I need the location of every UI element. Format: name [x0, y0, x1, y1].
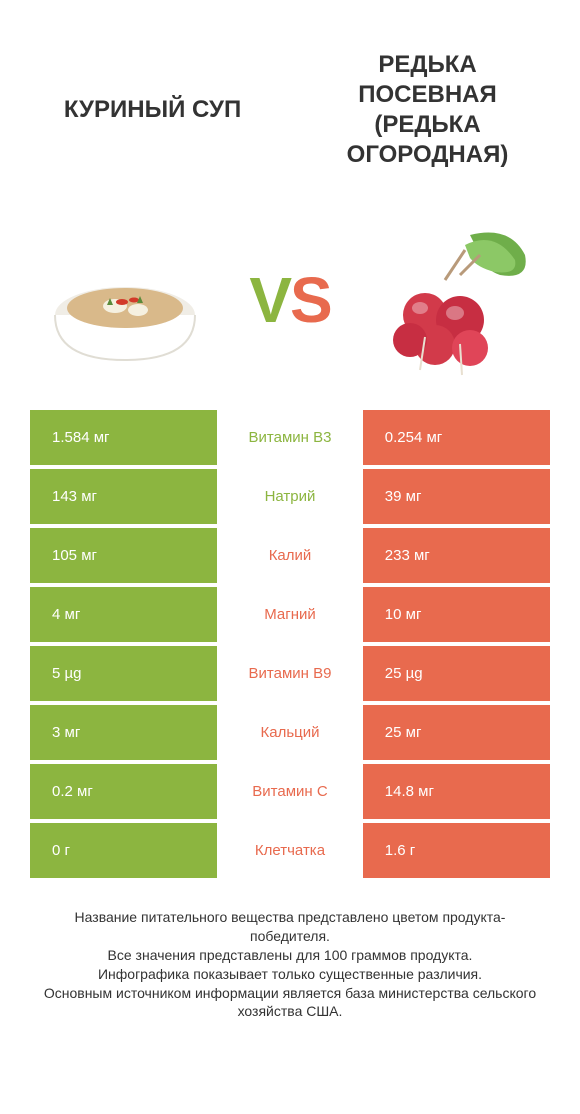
left-value: 143 мг	[30, 469, 217, 524]
right-value: 233 мг	[363, 528, 550, 583]
titles-row: Куриный суп Редька посевная (редька огор…	[30, 20, 550, 200]
soup-bowl-icon	[40, 230, 210, 370]
right-value: 14.8 мг	[363, 764, 550, 819]
footer-line: Основным источником информации является …	[35, 984, 545, 1022]
right-value: 25 µg	[363, 646, 550, 701]
table-row: 105 мгКалий233 мг	[30, 528, 550, 583]
nutrient-label: Витамин C	[217, 764, 363, 819]
nutrient-label: Витамин B9	[217, 646, 363, 701]
table-row: 143 мгНатрий39 мг	[30, 469, 550, 524]
right-product-image	[370, 215, 540, 385]
footer-line: Название питательного вещества представл…	[35, 908, 545, 946]
nutrient-label: Клетчатка	[217, 823, 363, 878]
vs-label: VS	[249, 263, 330, 337]
images-row: VS	[30, 200, 550, 400]
right-value: 25 мг	[363, 705, 550, 760]
right-value: 10 мг	[363, 587, 550, 642]
right-value: 1.6 г	[363, 823, 550, 878]
comparison-table: 1.584 мгВитамин B30.254 мг143 мгНатрий39…	[30, 410, 550, 878]
vs-s: S	[290, 264, 331, 336]
radish-icon	[370, 220, 540, 380]
left-value: 1.584 мг	[30, 410, 217, 465]
table-row: 3 мгКальций25 мг	[30, 705, 550, 760]
table-row: 0 гКлетчатка1.6 г	[30, 823, 550, 878]
left-value: 105 мг	[30, 528, 217, 583]
footer-line: Все значения представлены для 100 граммо…	[35, 946, 545, 965]
right-value: 39 мг	[363, 469, 550, 524]
vs-v: V	[249, 264, 290, 336]
right-value: 0.254 мг	[363, 410, 550, 465]
footer-text: Название питательного вещества представл…	[30, 908, 550, 1021]
left-value: 3 мг	[30, 705, 217, 760]
left-value: 5 µg	[30, 646, 217, 701]
table-row: 0.2 мгВитамин C14.8 мг	[30, 764, 550, 819]
left-product-image	[40, 215, 210, 385]
table-row: 1.584 мгВитамин B30.254 мг	[30, 410, 550, 465]
left-value: 0 г	[30, 823, 217, 878]
nutrient-label: Натрий	[217, 469, 363, 524]
left-value: 0.2 мг	[30, 764, 217, 819]
nutrient-label: Витамин B3	[217, 410, 363, 465]
nutrient-label: Калий	[217, 528, 363, 583]
nutrient-label: Кальций	[217, 705, 363, 760]
left-product-title: Куриный суп	[40, 95, 265, 125]
footer-line: Инфографика показывает только существенн…	[35, 965, 545, 984]
right-product-title: Редька посевная (редька огородная)	[315, 50, 540, 170]
table-row: 5 µgВитамин B925 µg	[30, 646, 550, 701]
nutrient-label: Магний	[217, 587, 363, 642]
left-value: 4 мг	[30, 587, 217, 642]
table-row: 4 мгМагний10 мг	[30, 587, 550, 642]
